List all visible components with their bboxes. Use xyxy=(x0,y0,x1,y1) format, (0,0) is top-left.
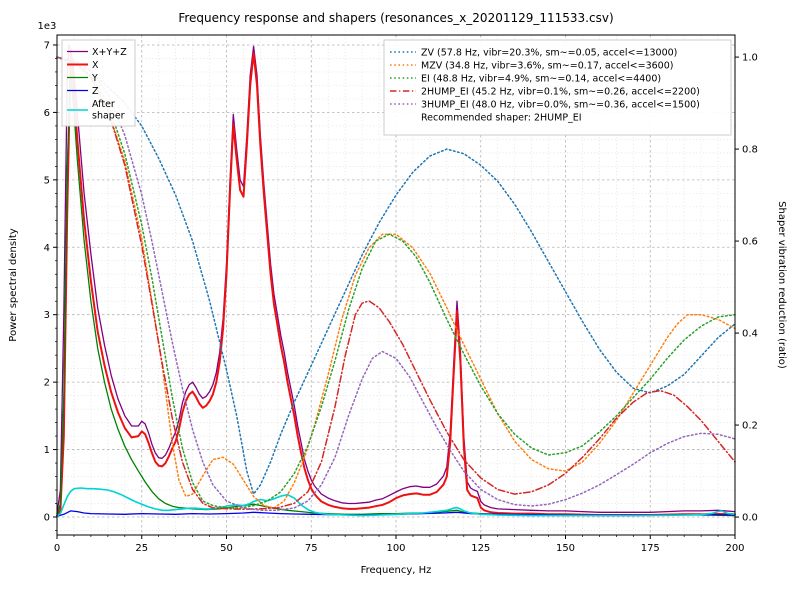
psd-legend-label: shaper xyxy=(92,111,125,122)
series-mzv xyxy=(56,56,736,509)
y-left-tick-label: 7 xyxy=(44,40,50,51)
y-right-tick-label: 0.8 xyxy=(742,145,758,156)
x-tick-label: 75 xyxy=(305,543,318,554)
psd-legend-label: Y xyxy=(91,73,98,84)
series-3hump-ei xyxy=(56,56,736,511)
tick-layer: 0 25 50 75 100 125 150 175 200 0 1 2 3 4 5 6 7 0.0 0.2 0.4 0… xyxy=(44,40,758,554)
x-axis-label: Frequency, Hz xyxy=(361,565,432,576)
psd-legend-label: Z xyxy=(92,86,99,97)
psd-legend-label: X+Y+Z xyxy=(92,47,127,58)
x-tick-label: 0 xyxy=(54,543,60,554)
y-right-tick-label: 1.0 xyxy=(742,53,758,64)
chart-title: Frequency response and shapers (resonanc… xyxy=(178,11,613,25)
shaper-legend-box xyxy=(383,39,732,136)
series-2hump-ei xyxy=(56,56,736,510)
x-tick-label: 125 xyxy=(471,543,490,554)
x-tick-label: 150 xyxy=(556,543,575,554)
series-ei xyxy=(56,56,736,509)
y-right-tick-label: 0.4 xyxy=(742,329,758,340)
shaper-legend-label: 2HUMP_EI (45.2 Hz, vibr=0.1%, sm~=0.26, … xyxy=(421,86,700,97)
y-left-tick-label: 6 xyxy=(44,108,50,119)
series-after-shaper xyxy=(56,487,736,518)
series-x-y-z xyxy=(56,44,736,515)
y-right-tick-label: 0.2 xyxy=(742,421,758,432)
y-left-axis-label: Power spectral density xyxy=(8,228,19,341)
shaper-legend-label: ZV (57.8 Hz, vibr=20.3%, sm~=0.05, accel… xyxy=(421,47,677,58)
x-tick-label: 100 xyxy=(386,543,405,554)
psd-legend-label: X xyxy=(92,60,99,71)
psd-legend-box xyxy=(61,39,136,127)
series-zv xyxy=(56,56,736,495)
psd-legend-label: After xyxy=(92,99,115,110)
y-left-tick-label: 2 xyxy=(44,378,50,389)
shaper-legend-label: 3HUMP_EI (48.0 Hz, vibr=0.0%, sm~=0.36, … xyxy=(421,99,700,110)
y-right-axis-label: Shaper vibration reduction (ratio) xyxy=(776,201,787,369)
recommended-shaper-label: Recommended shaper: 2HUMP_EI xyxy=(421,112,582,123)
y-axis-offset-text: 1e3 xyxy=(38,21,57,32)
y-left-tick-label: 0 xyxy=(44,512,50,523)
shaper-legend-label: EI (48.8 Hz, vibr=4.9%, sm~=0.14, accel<… xyxy=(421,73,661,84)
y-right-tick-label: 0.6 xyxy=(742,237,758,248)
y-left-tick-label: 3 xyxy=(44,310,50,321)
series-layer xyxy=(56,44,736,518)
series-x xyxy=(56,52,736,517)
y-left-tick-label: 1 xyxy=(44,445,50,456)
series-z xyxy=(56,510,736,517)
y-left-tick-label: 5 xyxy=(44,175,50,186)
x-tick-label: 25 xyxy=(135,543,148,554)
x-tick-label: 200 xyxy=(725,543,744,554)
y-left-tick-label: 4 xyxy=(44,243,50,254)
x-tick-label: 175 xyxy=(641,543,660,554)
shaper-legend-label: MZV (34.8 Hz, vibr=3.6%, sm~=0.17, accel… xyxy=(421,60,673,71)
y-right-tick-label: 0.0 xyxy=(742,513,758,524)
x-tick-label: 50 xyxy=(220,543,233,554)
